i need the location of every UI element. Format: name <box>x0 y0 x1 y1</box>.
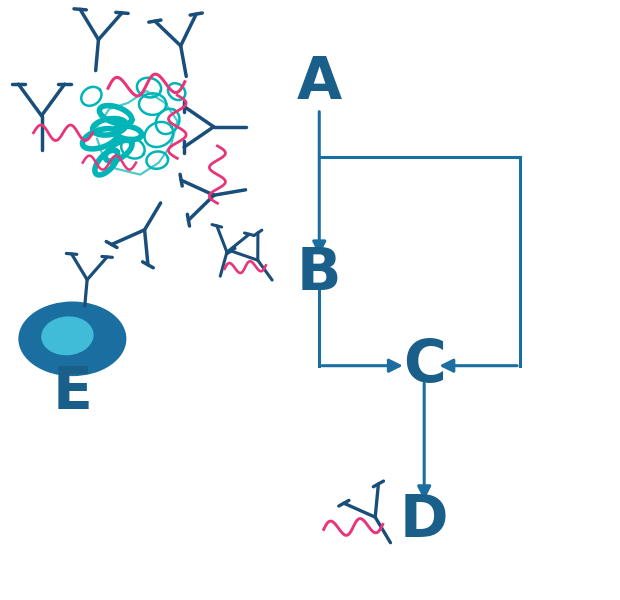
Text: A: A <box>297 53 342 110</box>
Text: E: E <box>53 364 92 421</box>
Text: B: B <box>297 245 342 302</box>
Text: C: C <box>403 337 446 394</box>
Ellipse shape <box>42 316 94 355</box>
Ellipse shape <box>19 301 126 376</box>
Text: D: D <box>400 493 448 550</box>
